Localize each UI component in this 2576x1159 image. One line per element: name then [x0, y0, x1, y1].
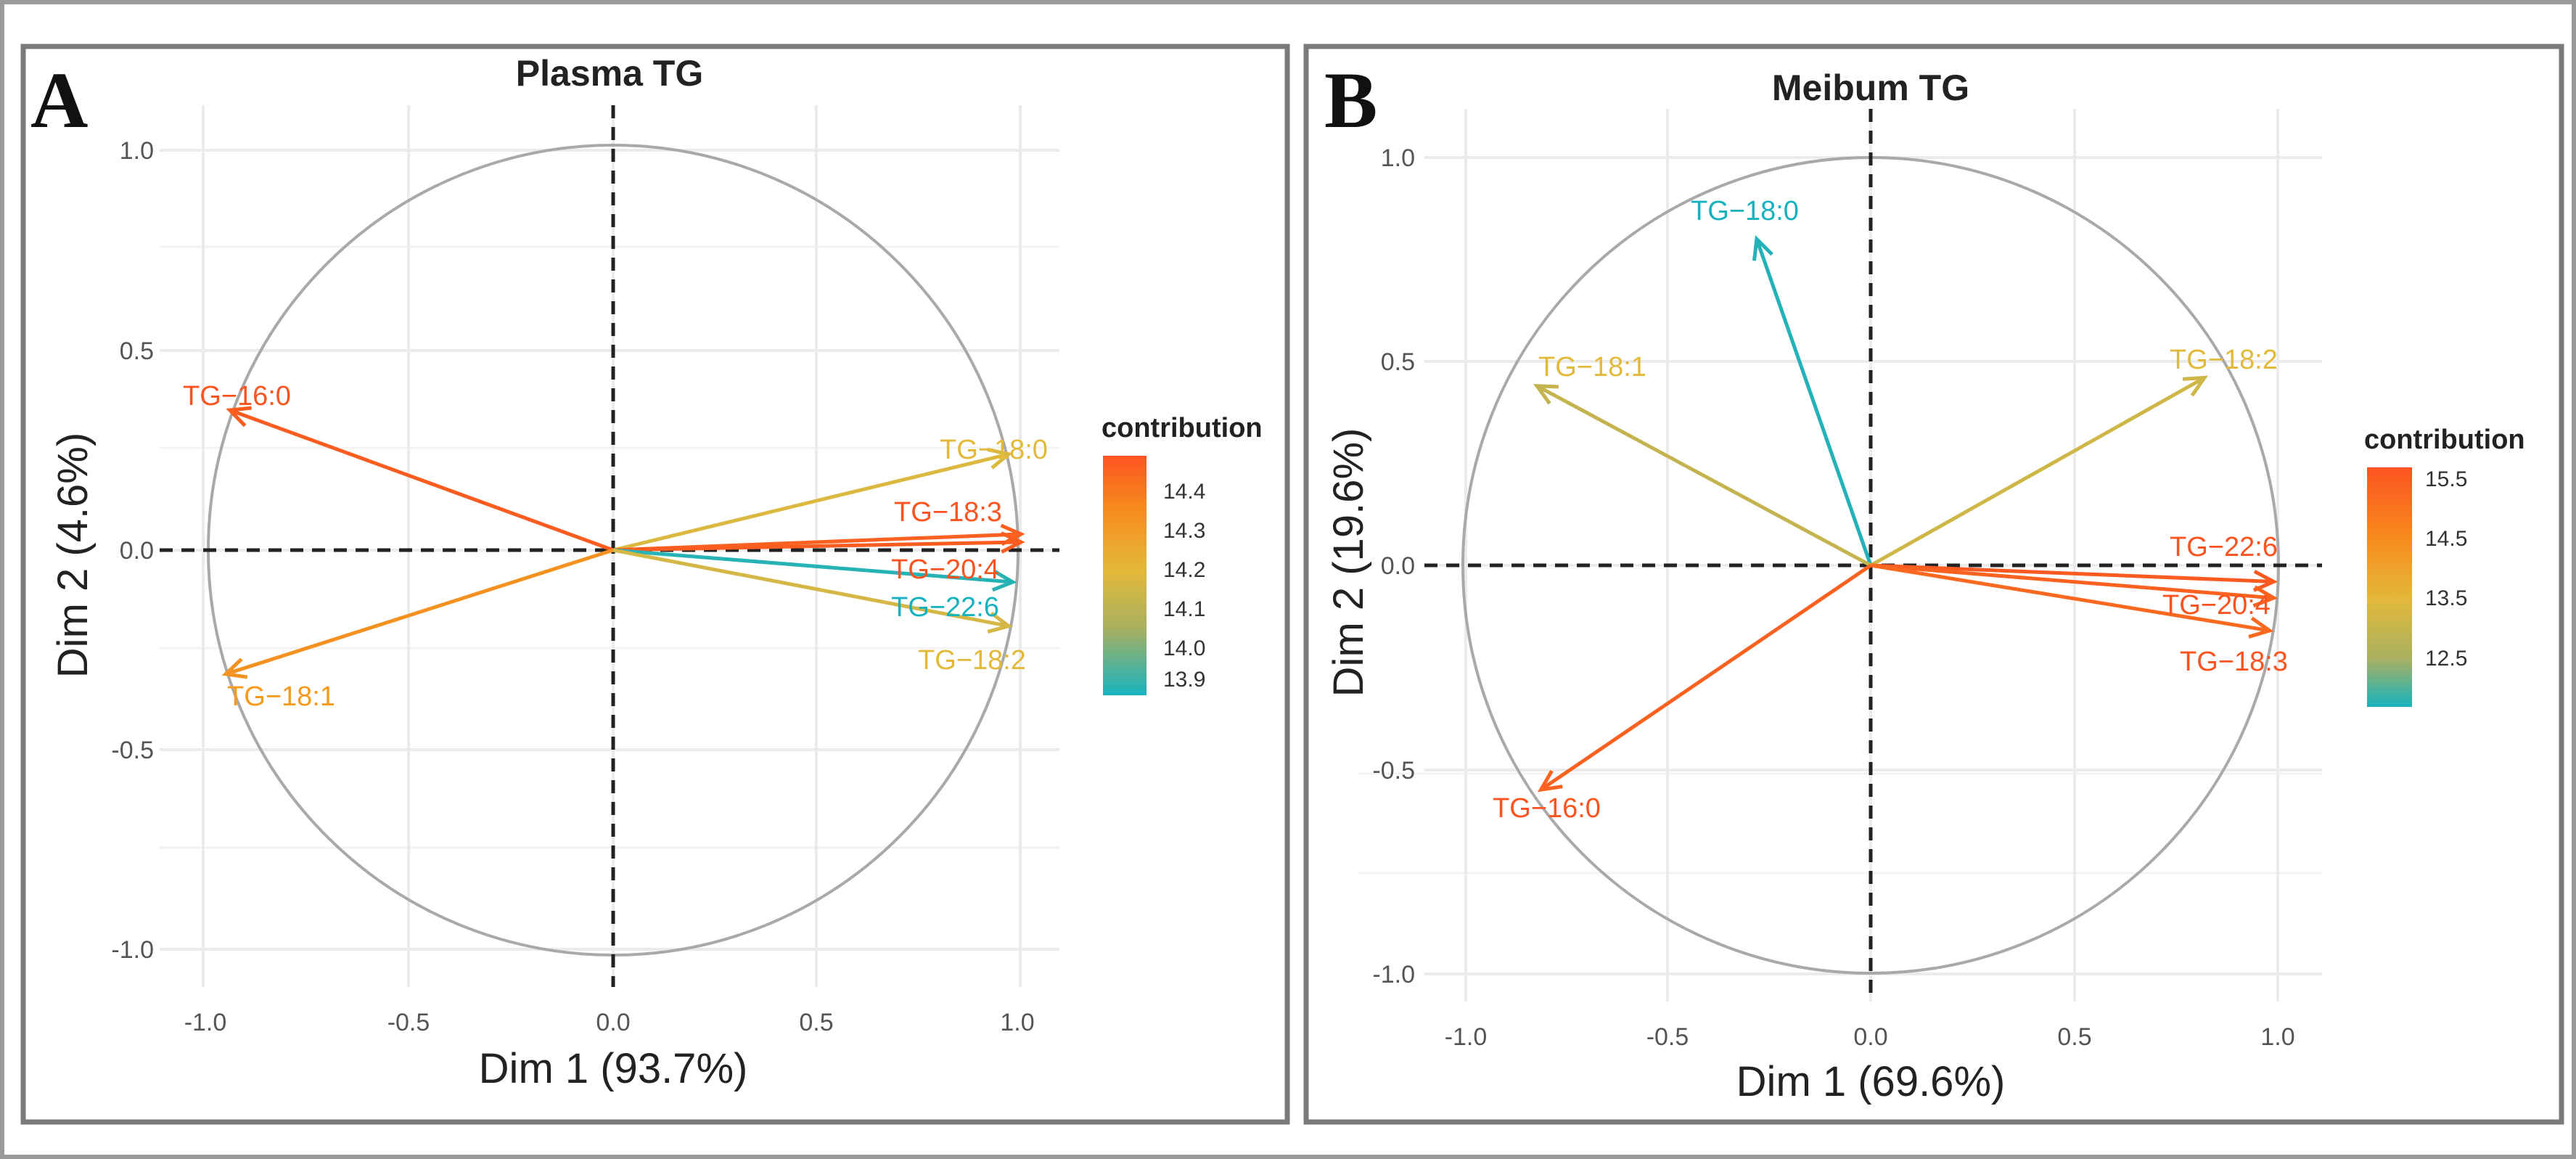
panel-b-label: B — [1324, 56, 1377, 144]
x-tick-label: 0.5 — [799, 1009, 833, 1036]
arrow-tg-20-4 — [612, 540, 1022, 552]
arrow-tg-22-6 — [612, 548, 1013, 584]
arrow-tg-18-1 — [225, 548, 614, 676]
y-tick-label: -1.0 — [1372, 961, 1415, 988]
legend-tick-label: 13.9 — [1163, 668, 1205, 692]
panel-a-frame — [20, 44, 1290, 1125]
arrowhead — [987, 448, 1013, 470]
panel-b-legend: contribution 15.5 14.5 13.5 12.5 — [2364, 425, 2525, 707]
panel-a-title: Plasma TG — [516, 53, 703, 94]
panel-a-x-axis-title: Dim 1 (93.7%) — [479, 1045, 748, 1092]
legend-title: contribution — [2364, 425, 2525, 455]
panel-b: B Meibum TG Dim 1 (69.6%) Dim 2 (19.6%) … — [1303, 44, 2564, 1125]
arrowhead — [2248, 616, 2274, 639]
arrow-tg-18-0 — [1755, 238, 1873, 566]
legend-colorbar — [2367, 467, 2412, 707]
arrowhead — [2252, 585, 2278, 608]
arrowhead — [2252, 570, 2278, 592]
arrowhead — [2182, 375, 2209, 397]
variable-label-tg-18-1: TG−18:1 — [227, 681, 335, 712]
panel-a-arrows — [221, 406, 1025, 679]
panel-b-arrows — [1533, 234, 2278, 793]
variable-label-tg-18-2: TG−18:2 — [918, 645, 1026, 676]
y-tick-label: 1.0 — [1381, 144, 1415, 172]
legend-title: contribution — [1102, 413, 1263, 443]
legend-tick-label: 14.3 — [1163, 519, 1205, 543]
y-tick-label: -0.5 — [1372, 757, 1415, 785]
panel-a-x-ticks: -1.0 -0.5 0.0 0.5 1.0 — [184, 1009, 1035, 1036]
legend-tick-label: 12.5 — [2425, 647, 2467, 671]
variable-label-tg-18-3: TG−18:3 — [894, 497, 1002, 528]
y-tick-label: 0.5 — [1381, 348, 1415, 376]
variable-label-tg-20-4: TG−20:4 — [2162, 590, 2271, 621]
y-tick-label: 0.0 — [1381, 552, 1415, 580]
legend-tick-label: 13.5 — [2425, 586, 2467, 610]
panel-b-variable-labels: TG−18:0 TG−18:1 TG−18:2 TG−22:6 TG−20:4 … — [1493, 196, 2288, 824]
arrowhead — [1000, 531, 1025, 554]
legend-tick-label: 14.0 — [1163, 636, 1205, 660]
arrowhead — [987, 611, 1013, 634]
arrowhead — [1537, 769, 1563, 793]
y-tick-label: 0.0 — [120, 537, 154, 565]
variable-label-tg-18-0: TG−18:0 — [940, 435, 1048, 465]
panel-a-y-ticks: -1.0 -0.5 0.0 0.5 1.0 — [111, 137, 154, 964]
variable-label-tg-16-0: TG−16:0 — [183, 381, 291, 411]
panel-b-title: Meibum TG — [1772, 67, 1969, 108]
y-tick-label: -1.0 — [111, 936, 154, 964]
panel-a-variable-labels: TG−16:0 TG−18:1 TG−18:0 TG−18:3 TG−20:4 … — [183, 381, 1048, 712]
variable-label-tg-20-4: TG−20:4 — [891, 554, 999, 585]
y-tick-label: 1.0 — [120, 137, 154, 165]
x-tick-label: -0.5 — [1646, 1023, 1689, 1051]
panel-b-x-axis-title: Dim 1 (69.6%) — [1736, 1058, 2006, 1105]
panel-b-frame — [1303, 44, 2564, 1125]
x-tick-label: 0.0 — [1853, 1023, 1887, 1051]
legend-colorbar — [1103, 456, 1147, 695]
legend-tick-label: 14.2 — [1163, 558, 1205, 582]
x-tick-label: 1.0 — [2260, 1023, 2294, 1051]
arrowhead — [1533, 383, 1559, 405]
x-tick-label: 1.0 — [1000, 1009, 1034, 1036]
arrow-tg-16-0 — [1540, 563, 1872, 792]
variable-label-tg-18-1: TG−18:1 — [1538, 352, 1646, 382]
arrowhead — [226, 406, 252, 427]
arrow-tg-18-2 — [612, 548, 1009, 628]
y-tick-label: -0.5 — [111, 737, 154, 764]
variable-label-tg-22-6: TG−22:6 — [891, 592, 999, 623]
x-tick-label: -0.5 — [387, 1009, 430, 1036]
variable-label-tg-18-2: TG−18:2 — [2170, 345, 2278, 375]
arrow-tg-18-2 — [1869, 376, 2206, 568]
panel-a-grid — [160, 105, 1059, 987]
x-tick-label: -1.0 — [1445, 1023, 1488, 1051]
arrowhead — [991, 569, 1017, 592]
legend-tick-label: 14.1 — [1163, 597, 1205, 621]
panel-a-label: A — [30, 56, 88, 144]
variable-label-tg-22-6: TG−22:6 — [2170, 532, 2278, 562]
arrow-tg-18-0 — [612, 452, 1009, 552]
x-tick-label: 0.5 — [2057, 1023, 2091, 1051]
panel-b-y-ticks: -1.0 -0.5 0.0 0.5 1.0 — [1372, 144, 1415, 988]
panel-b-y-axis-title: Dim 2 (19.6%) — [1325, 428, 1372, 697]
x-tick-label: 0.0 — [596, 1009, 630, 1036]
variable-label-tg-18-0: TG−18:0 — [1691, 196, 1799, 226]
variable-label-tg-18-3: TG−18:3 — [2180, 647, 2288, 677]
arrow-tg-18-3 — [1870, 563, 2271, 633]
y-tick-label: 0.5 — [120, 337, 154, 365]
variable-label-tg-16-0: TG−16:0 — [1493, 793, 1601, 824]
x-tick-label: -1.0 — [184, 1009, 227, 1036]
panel-a-y-axis-title: Dim 2 (4.6%) — [49, 433, 97, 678]
legend-tick-label: 14.4 — [1163, 480, 1205, 504]
arrow-tg-16-0 — [229, 408, 614, 552]
legend-tick-label: 14.5 — [2425, 527, 2467, 551]
panel-a-legend: contribution 14.4 14.3 14.2 14.1 14.0 13… — [1102, 413, 1263, 695]
panel-a: A Plasma TG Dim 1 (93.7%) Dim 2 (4.6%) — [20, 44, 1290, 1125]
arrow-tg-18-1 — [1535, 384, 1872, 568]
arrow-tg-22-6 — [1870, 563, 2274, 583]
legend-tick-label: 15.5 — [2425, 467, 2467, 491]
arrowhead — [1752, 234, 1773, 261]
arrowhead — [221, 658, 248, 679]
arrow-tg-20-4 — [1870, 563, 2274, 600]
panel-b-x-ticks: -1.0 -0.5 0.0 0.5 1.0 — [1445, 1023, 2295, 1051]
